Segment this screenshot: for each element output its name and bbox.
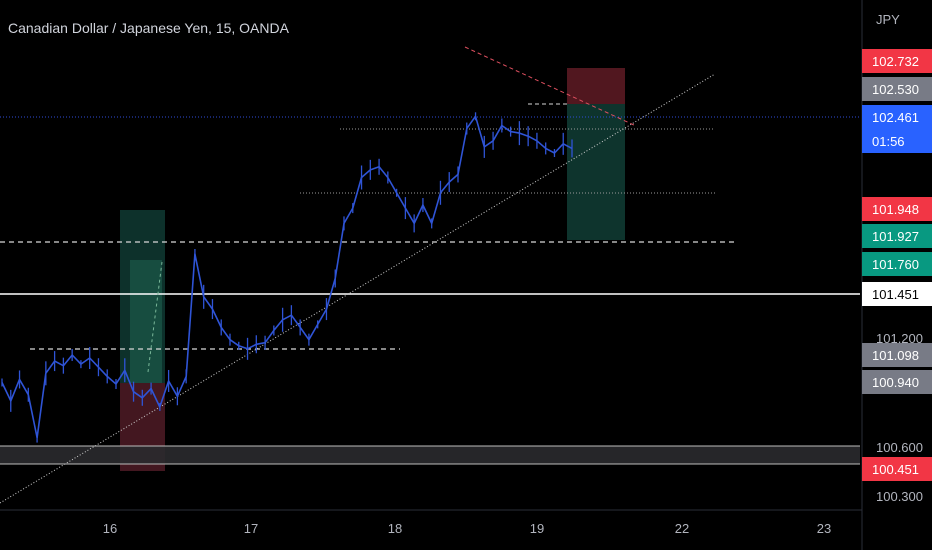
short-profit-zone (567, 104, 625, 240)
price-badge-gray (862, 77, 932, 101)
trend-lines (0, 46, 716, 504)
price-badge-red (862, 49, 932, 73)
chart-title: Canadian Dollar / Japanese Yen, 15, OAND… (8, 20, 289, 36)
time-tick-label: 18 (388, 521, 402, 536)
position-zones (0, 68, 860, 471)
time-tick-label: 22 (675, 521, 689, 536)
price-tick-label: 101.200 (876, 331, 923, 346)
price-badge-label: 102.530 (872, 82, 919, 97)
price-badge-label: 102.461 (872, 110, 919, 125)
price-badge-label: 100.451 (872, 462, 919, 477)
price-badge-label: 01:56 (872, 134, 905, 149)
price-badge-label: 101.760 (872, 257, 919, 272)
price-badge-red (862, 457, 932, 481)
price-badge-green (862, 252, 932, 276)
ascending-trendline (0, 73, 716, 504)
price-badge-blue-sub (862, 129, 932, 153)
price-line (1, 115, 573, 439)
price-badge-blue (862, 105, 932, 129)
time-tick-label: 17 (244, 521, 258, 536)
time-tick-label: 19 (530, 521, 544, 536)
price-badge-label: 101.927 (872, 229, 919, 244)
time-tick-label: 23 (817, 521, 831, 536)
price-badge-gray (862, 343, 932, 367)
price-series (1, 112, 573, 443)
price-badge-white (862, 282, 932, 306)
support-zone (0, 446, 860, 464)
price-badge-label: 101.451 (872, 287, 919, 302)
descending-trendline (464, 46, 637, 127)
time-tick-label: 16 (103, 521, 117, 536)
horizontal-levels (0, 103, 860, 465)
price-badges: 102.732 102.530 102.461 01:56 101.948 101.927… (862, 49, 932, 481)
price-badge-label: 101.098 (872, 348, 919, 363)
price-badge-red (862, 197, 932, 221)
projection-line (147, 261, 163, 373)
price-badge-label: 100.940 (872, 375, 919, 390)
short-stop-zone (567, 68, 625, 104)
price-badge-green (862, 224, 932, 248)
long-profit-zone-1-inner (130, 260, 162, 383)
price-badge-gray (862, 370, 932, 394)
price-badge-label: 101.948 (872, 202, 919, 217)
price-tick-label: 100.300 (876, 489, 923, 504)
currency-label: JPY (876, 12, 900, 27)
price-badge-label: 102.732 (872, 54, 919, 69)
price-tick-label: 100.600 (876, 440, 923, 455)
